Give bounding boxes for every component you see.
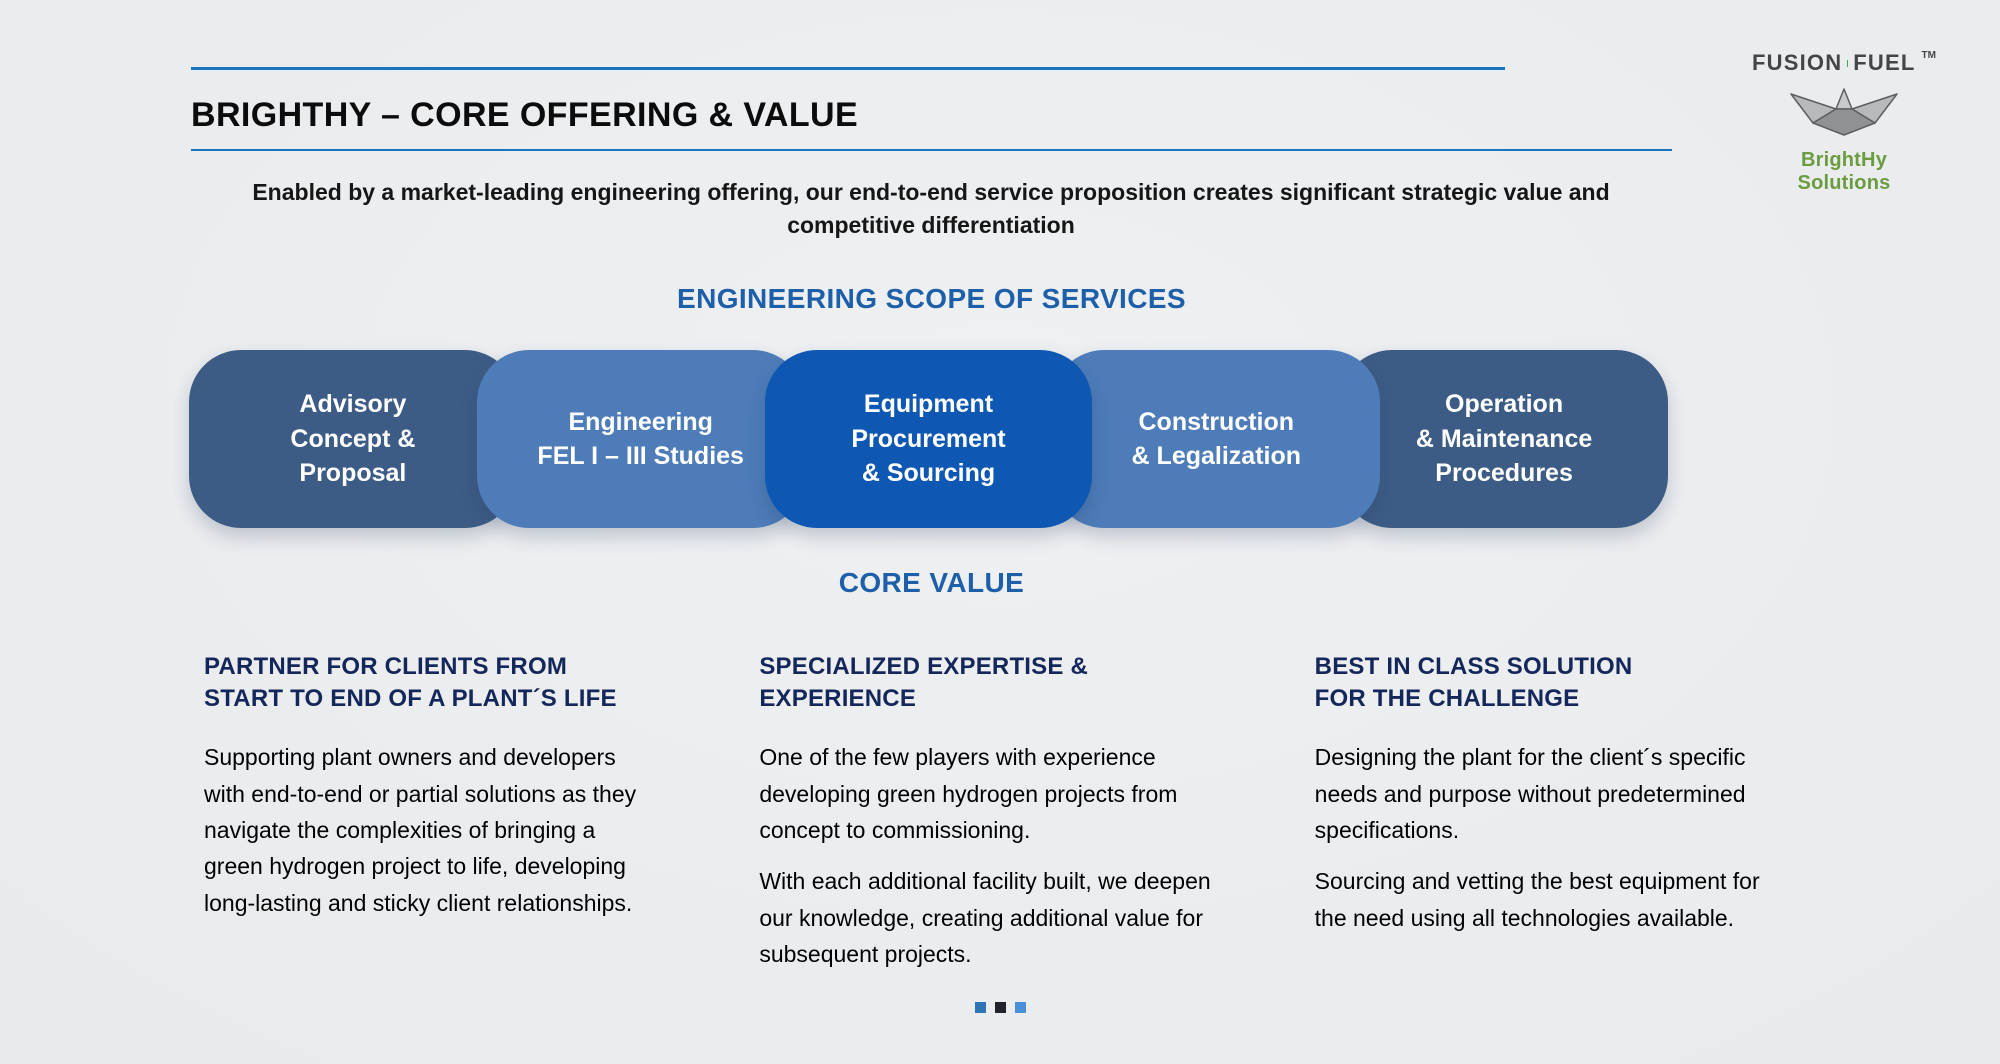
slide-subtitle: Enabled by a market-leading engineering … (252, 179, 1610, 238)
column-title: PARTNER FOR CLIENTS FROM START TO END OF… (204, 653, 617, 713)
carousel-dot[interactable] (974, 1002, 986, 1013)
brand-emblem-icon (1752, 82, 1936, 145)
brand-logo: FUSION FUEL TM BrightHy Solutions (1752, 50, 1936, 195)
service-step-engineering: Engineering FEL I – III Studies (476, 350, 805, 528)
brand-wordmark: FUSION FUEL TM (1752, 50, 1936, 76)
column-title: SPECIALIZED EXPERTISE & EXPERIENCE (759, 653, 1088, 713)
carousel-dot[interactable] (1014, 1002, 1026, 1013)
services-section-heading: ENGINEERING SCOPE OF SERVICES (677, 283, 1186, 314)
service-step-operation: Operation & Maintenance Procedures (1340, 350, 1668, 528)
slide-title: BRIGHTHY – CORE OFFERING & VALUE (191, 96, 859, 134)
top-divider (191, 67, 1505, 70)
service-step-label: Equipment Procurement & Sourcing (851, 390, 1006, 488)
carousel-dot[interactable] (994, 1002, 1006, 1013)
column-paragraph: Sourcing and vetting the best equipment … (1314, 868, 1760, 931)
brand-tagline: BrightHy Solutions (1797, 149, 1891, 194)
column-paragraph: Designing the plant for the client´s spe… (1314, 744, 1746, 843)
column-paragraph: With each additional facility built, we … (759, 868, 1211, 967)
column-title: BEST IN CLASS SOLUTION FOR THE CHALLENGE (1314, 653, 1633, 713)
service-step-construction: Construction & Legalization (1052, 350, 1381, 528)
service-step-advisory: Advisory Concept & Proposal (189, 350, 517, 528)
brand-part2: FUEL (1853, 50, 1916, 75)
service-step-label: Operation & Maintenance Procedures (1415, 390, 1593, 488)
brand-part1: FUSION (1752, 50, 1843, 75)
column-paragraph: One of the few players with experience d… (759, 744, 1178, 843)
service-step-label: Construction & Legalization (1131, 407, 1302, 471)
service-step-label: Engineering FEL I – III Studies (537, 407, 744, 471)
core-value-column-expertise: SPECIALIZED EXPERTISE & EXPERIENCE One o… (759, 651, 1214, 987)
trademark-symbol: TM (1921, 50, 1936, 61)
service-step-label: Advisory Concept & Proposal (290, 390, 416, 488)
service-step-procurement: Equipment Procurement & Sourcing (764, 350, 1093, 528)
column-paragraph: Supporting plant owners and developers w… (204, 744, 637, 916)
services-process-row: Advisory Concept & Proposal Engineering … (189, 350, 1668, 528)
core-value-column-partner: PARTNER FOR CLIENTS FROM START TO END OF… (204, 651, 659, 987)
title-divider (191, 149, 1672, 151)
core-value-section-heading: CORE VALUE (838, 567, 1025, 598)
core-value-column-solution: BEST IN CLASS SOLUTION FOR THE CHALLENGE… (1315, 651, 1770, 987)
green-square-icon (1847, 59, 1849, 67)
carousel-dots (0, 1002, 2000, 1013)
core-value-columns: PARTNER FOR CLIENTS FROM START TO END OF… (204, 651, 1770, 987)
